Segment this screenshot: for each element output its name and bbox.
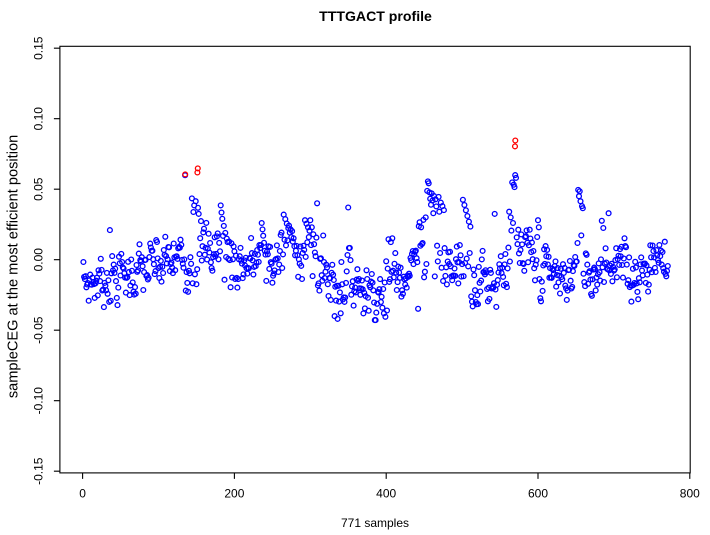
svg-text:-0.10: -0.10 xyxy=(32,387,46,415)
svg-text:0.05: 0.05 xyxy=(32,177,46,201)
svg-text:0.15: 0.15 xyxy=(32,36,46,60)
svg-text:200: 200 xyxy=(224,487,244,501)
svg-text:-0.15: -0.15 xyxy=(32,457,46,485)
svg-text:sampleCEG at the most efficien: sampleCEG at the most efficient position xyxy=(5,135,21,398)
svg-text:771 samples: 771 samples xyxy=(341,516,409,530)
svg-text:0.00: 0.00 xyxy=(32,248,46,272)
svg-text:800: 800 xyxy=(680,487,700,501)
svg-text:0.10: 0.10 xyxy=(32,107,46,131)
svg-text:600: 600 xyxy=(528,487,548,501)
svg-text:-0.05: -0.05 xyxy=(32,316,46,344)
svg-text:400: 400 xyxy=(376,487,396,501)
svg-text:0: 0 xyxy=(79,487,86,501)
svg-text:TTTGACT profile: TTTGACT profile xyxy=(319,8,432,24)
